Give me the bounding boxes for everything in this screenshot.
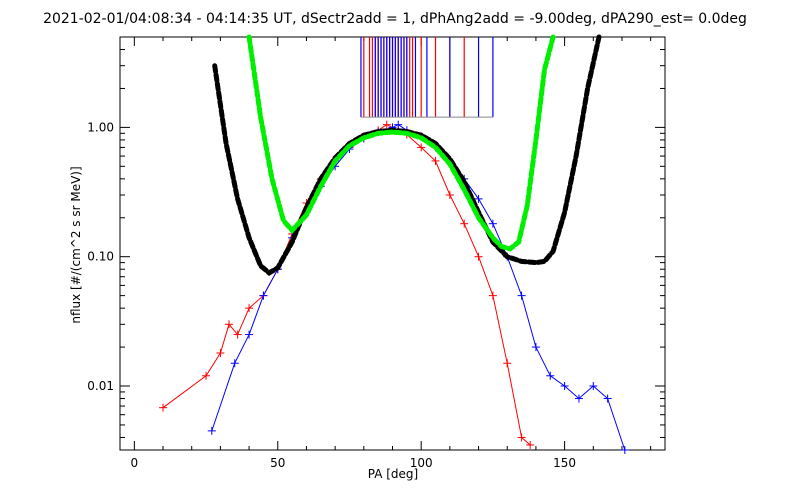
x-axis-label: PA [deg] (368, 467, 418, 481)
data-point-blue (394, 120, 403, 129)
data-point-red (503, 359, 512, 368)
data-point-blue (603, 394, 612, 403)
data-point-red (216, 348, 225, 357)
y-tick-label: 1.00 (87, 120, 114, 134)
x-axis-ticks: 0 50 100 150 (131, 37, 652, 470)
data-point-red (245, 304, 254, 313)
chart-title: 2021-02-01/04:08:34 - 04:14:35 UT, dSect… (43, 11, 747, 27)
data-point-red (431, 156, 440, 165)
data-point-red (526, 440, 535, 449)
data-point-blue (488, 219, 497, 228)
x-tick-label: 0 (131, 456, 139, 470)
data-point-blue (574, 394, 583, 403)
data-point-blue (207, 426, 216, 435)
vertical-line-set (360, 37, 494, 118)
data-point-blue (259, 291, 268, 300)
data-point-blue (517, 291, 526, 300)
fit-curves-layer (212, 34, 602, 276)
data-point-blue (230, 359, 239, 368)
data-point-red (417, 143, 426, 152)
data-point-red (488, 291, 497, 300)
data-point-red (382, 120, 391, 129)
data-point-blue (474, 194, 483, 203)
x-tick-label: 100 (410, 456, 433, 470)
x-tick-label: 150 (553, 456, 576, 470)
fit-curve-green (246, 34, 556, 252)
data-point-blue (589, 382, 598, 391)
data-point-red (159, 403, 168, 412)
data-point-red (460, 219, 469, 228)
series-line-red (162, 124, 531, 446)
data-point-blue (245, 330, 254, 339)
y-axis-label: nflux [#/(cm^2 s sr MeV)] (69, 166, 83, 323)
data-point-red (445, 190, 454, 199)
data-point-red (517, 433, 526, 442)
y-tick-label: 0.01 (87, 379, 114, 393)
data-point-red (233, 330, 242, 339)
x-tick-label: 50 (270, 456, 285, 470)
data-point-blue (560, 382, 569, 391)
data-point-blue (546, 371, 555, 380)
data-point-red (202, 371, 211, 380)
data-point-blue (620, 446, 629, 454)
data-point-red (474, 252, 483, 261)
y-axis-ticks: 0.01 0.10 1.00 (87, 36, 665, 438)
series-line-blue (211, 124, 626, 451)
data-point-blue (531, 343, 540, 352)
data-point-red (225, 320, 233, 329)
y-tick-label: 0.10 (87, 250, 114, 264)
